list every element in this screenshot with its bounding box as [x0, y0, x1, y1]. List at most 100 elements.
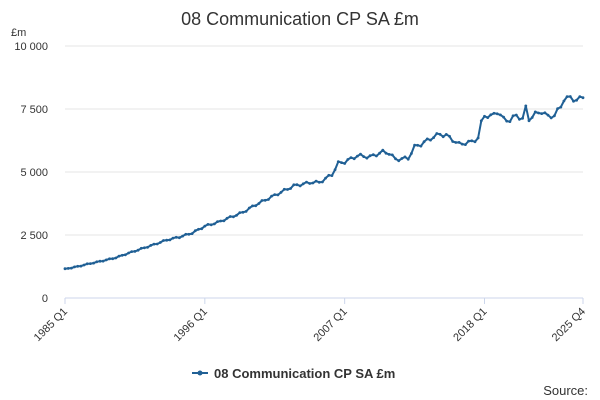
- data-point[interactable]: [114, 256, 118, 260]
- data-point[interactable]: [476, 136, 480, 140]
- data-point[interactable]: [489, 113, 493, 117]
- data-point[interactable]: [247, 206, 251, 210]
- data-point[interactable]: [464, 143, 467, 147]
- data-point[interactable]: [346, 158, 350, 161]
- data-point[interactable]: [546, 113, 550, 117]
- data-point[interactable]: [254, 204, 258, 208]
- data-point[interactable]: [216, 220, 219, 224]
- data-point[interactable]: [543, 111, 547, 115]
- data-point[interactable]: [403, 155, 407, 159]
- data-point[interactable]: [486, 116, 490, 119]
- data-point[interactable]: [162, 239, 165, 242]
- data-point[interactable]: [209, 223, 213, 227]
- data-point[interactable]: [378, 151, 381, 155]
- data-point[interactable]: [241, 210, 245, 214]
- data-point[interactable]: [117, 254, 121, 258]
- data-point[interactable]: [200, 227, 204, 231]
- data-point[interactable]: [549, 116, 553, 120]
- data-point[interactable]: [98, 259, 102, 263]
- data-point[interactable]: [267, 198, 270, 201]
- data-point[interactable]: [76, 264, 80, 268]
- data-point[interactable]: [559, 105, 563, 109]
- data-point[interactable]: [457, 141, 461, 144]
- data-point[interactable]: [410, 152, 413, 155]
- data-point[interactable]: [298, 184, 302, 188]
- data-point[interactable]: [168, 238, 172, 242]
- data-point[interactable]: [448, 134, 451, 138]
- data-point[interactable]: [565, 95, 569, 98]
- data-point[interactable]: [244, 210, 248, 213]
- data-point[interactable]: [321, 180, 324, 184]
- data-point[interactable]: [562, 99, 566, 103]
- data-point[interactable]: [289, 187, 292, 190]
- data-point[interactable]: [336, 160, 340, 164]
- data-point[interactable]: [158, 241, 162, 244]
- data-point[interactable]: [197, 227, 200, 231]
- data-point[interactable]: [429, 138, 432, 142]
- data-point[interactable]: [95, 260, 99, 264]
- data-point[interactable]: [295, 183, 299, 187]
- data-point[interactable]: [416, 143, 420, 147]
- data-point[interactable]: [572, 99, 575, 103]
- data-point[interactable]: [206, 223, 210, 226]
- data-point[interactable]: [483, 114, 486, 118]
- data-point[interactable]: [438, 132, 442, 136]
- data-point[interactable]: [263, 198, 267, 202]
- data-point[interactable]: [419, 144, 423, 148]
- data-point[interactable]: [235, 213, 239, 217]
- data-point[interactable]: [514, 113, 518, 117]
- data-point[interactable]: [537, 111, 540, 115]
- data-point[interactable]: [575, 98, 578, 102]
- data-point[interactable]: [356, 154, 359, 158]
- data-point[interactable]: [133, 250, 137, 253]
- data-point[interactable]: [178, 236, 181, 240]
- data-point[interactable]: [184, 232, 188, 236]
- data-point[interactable]: [495, 112, 499, 116]
- data-point[interactable]: [66, 267, 70, 270]
- data-point[interactable]: [225, 216, 229, 220]
- data-point[interactable]: [553, 114, 556, 118]
- data-point[interactable]: [193, 229, 197, 233]
- data-point[interactable]: [238, 211, 242, 215]
- data-point[interactable]: [362, 155, 366, 159]
- data-point[interactable]: [92, 261, 95, 265]
- data-point[interactable]: [273, 193, 277, 197]
- data-point[interactable]: [581, 96, 585, 100]
- data-point[interactable]: [108, 257, 111, 261]
- data-point[interactable]: [381, 148, 385, 152]
- data-point[interactable]: [292, 183, 296, 187]
- data-point[interactable]: [508, 120, 512, 123]
- data-point[interactable]: [502, 115, 505, 119]
- data-point[interactable]: [181, 234, 185, 238]
- data-point[interactable]: [82, 263, 86, 267]
- data-point[interactable]: [530, 116, 534, 119]
- data-point[interactable]: [111, 257, 115, 261]
- data-point[interactable]: [400, 157, 404, 160]
- data-point[interactable]: [301, 182, 305, 186]
- data-point[interactable]: [492, 111, 496, 115]
- data-point[interactable]: [397, 159, 401, 163]
- data-point[interactable]: [384, 151, 388, 155]
- data-point[interactable]: [460, 142, 464, 146]
- legend[interactable]: 08 Communication CP SA £m: [192, 366, 395, 381]
- data-point[interactable]: [314, 179, 318, 183]
- data-point[interactable]: [104, 258, 108, 262]
- data-point[interactable]: [139, 246, 143, 250]
- data-point[interactable]: [257, 202, 261, 205]
- data-point[interactable]: [568, 95, 572, 98]
- data-point[interactable]: [511, 114, 515, 118]
- data-point[interactable]: [343, 162, 347, 165]
- data-point[interactable]: [451, 140, 455, 143]
- data-point[interactable]: [359, 152, 362, 156]
- data-point[interactable]: [578, 95, 582, 98]
- data-point[interactable]: [521, 116, 524, 120]
- data-point[interactable]: [340, 161, 343, 165]
- data-point[interactable]: [130, 250, 134, 254]
- data-point[interactable]: [365, 156, 369, 160]
- data-point[interactable]: [368, 154, 372, 158]
- data-point[interactable]: [441, 135, 445, 139]
- data-point[interactable]: [222, 219, 226, 223]
- data-point[interactable]: [467, 139, 470, 143]
- data-point[interactable]: [444, 133, 448, 136]
- data-point[interactable]: [146, 245, 150, 249]
